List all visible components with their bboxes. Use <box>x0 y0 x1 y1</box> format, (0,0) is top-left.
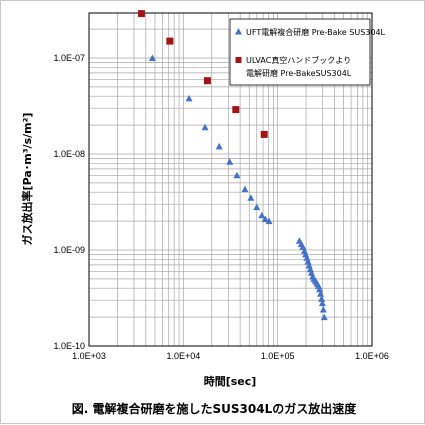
data-point-triangle <box>258 211 266 219</box>
data-point-triangle <box>261 215 269 223</box>
plot-area <box>88 12 373 347</box>
x-axis-label: 時間[sec] <box>204 374 257 388</box>
data-point-triangle <box>319 305 327 313</box>
data-point-triangle <box>318 299 326 307</box>
legend-label-ulvac-line2: 電解研磨 Pre-BakeSUS304L <box>246 68 352 78</box>
data-point-triangle <box>253 203 261 211</box>
figure-caption: 図. 電解複合研磨を施したSUS304Lのガス放出速度 <box>72 401 357 416</box>
legend-box <box>229 18 371 86</box>
data-point-square <box>260 130 268 138</box>
y-tick-label: 1.0E-07 <box>53 53 85 63</box>
data-point-triangle <box>226 158 234 165</box>
data-point-square <box>203 77 211 85</box>
chart-marks <box>137 10 328 321</box>
x-tick-label: 1.0E+05 <box>261 351 295 361</box>
legend-label-uft: UFT電解複合研磨 Pre-Bake SUS304L <box>246 27 386 37</box>
legend-marker-square <box>235 57 242 63</box>
data-point-triangle <box>241 185 249 193</box>
data-point-triangle <box>316 285 324 293</box>
x-tick-label: 1.0E+04 <box>166 351 200 361</box>
data-point-triangle <box>265 217 273 225</box>
x-tick-label: 1.0E+03 <box>72 351 106 361</box>
data-point-triangle <box>185 94 193 102</box>
data-point-triangle <box>233 171 241 179</box>
data-point-triangle <box>201 123 209 131</box>
x-tick-label: 1.0E+06 <box>355 351 389 361</box>
y-tick-label: 1.0E-09 <box>53 245 85 255</box>
data-point-triangle <box>305 261 313 269</box>
data-point-triangle <box>247 194 255 201</box>
data-point-triangle <box>215 142 223 150</box>
legend-label-ulvac-line1: ULVAC真空ハンドブックより <box>246 55 351 65</box>
data-point-triangle <box>320 313 328 321</box>
x-tick-labels: 1.0E+03 1.0E+04 1.0E+05 1.0E+06 <box>72 351 389 361</box>
data-point-square <box>232 106 240 114</box>
data-point-triangle <box>318 295 326 302</box>
data-point-triangle <box>148 54 156 61</box>
legend: UFT電解複合研磨 Pre-Bake SUS304L ULVAC真空ハンドブック… <box>229 18 386 86</box>
y-axis-label: ガス放出率[Pa･m³/s/m²] <box>20 113 34 246</box>
data-point-triangle <box>317 290 325 297</box>
y-tick-labels: 1.0E-07 1.0E-08 1.0E-09 1.0E-10 <box>53 53 85 351</box>
data-point-square <box>166 37 174 45</box>
y-tick-label: 1.0E-08 <box>53 149 85 159</box>
data-point-square <box>137 10 145 18</box>
legend-marker-triangle <box>235 28 242 35</box>
data-point-triangle <box>304 257 312 265</box>
legend-label-ulvac: ULVAC真空ハンドブックより 電解研磨 Pre-BakeSUS304L <box>246 55 354 78</box>
y-tick-label: 1.0E-10 <box>53 341 85 351</box>
